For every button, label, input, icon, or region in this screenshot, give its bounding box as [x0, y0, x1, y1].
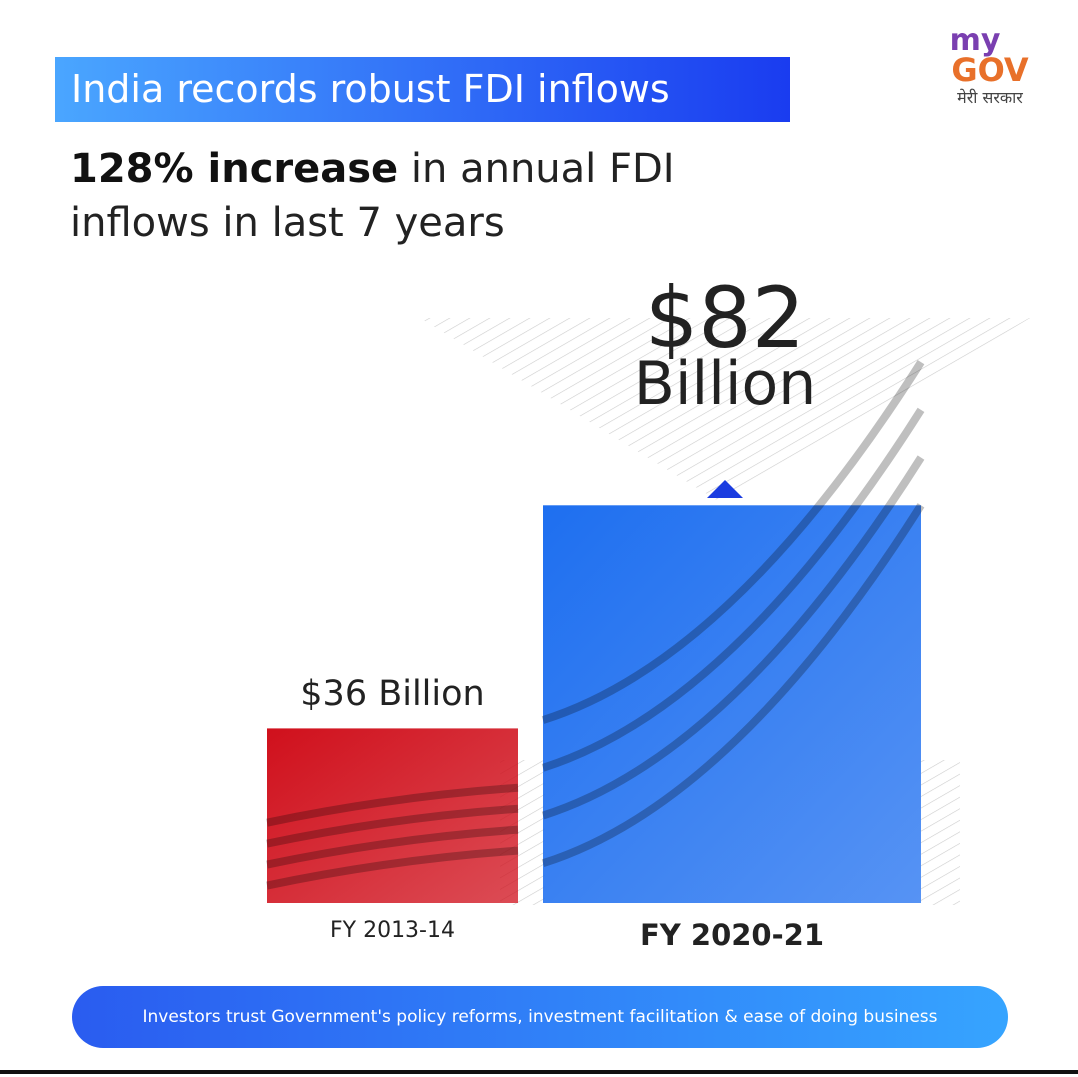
category-label: FY 2013-14 — [329, 918, 455, 943]
up-arrow — [707, 480, 743, 498]
bar-swoosh — [541, 359, 925, 724]
subtitle-bold: 128% increase — [70, 146, 399, 192]
bar — [267, 728, 518, 903]
value-label: $82 Billion — [633, 269, 817, 420]
value-label: $36 Billion — [300, 674, 485, 715]
bar-swoosh — [266, 825, 519, 869]
divider — [0, 1070, 1078, 1074]
subtitle: 128% increase in annual FDI inflows in l… — [70, 142, 770, 250]
bar-swoosh — [266, 783, 519, 827]
logo: my GOV मेरी सरकार — [930, 23, 1050, 108]
bar-swoosh — [541, 503, 925, 868]
decor-hatch — [921, 760, 960, 905]
bar-swoosh — [541, 407, 925, 772]
category-label: FY 2020-21 — [639, 918, 824, 952]
logo-main: GOV — [951, 51, 1029, 89]
logo-top: my — [949, 23, 1001, 58]
bar-swoosh — [541, 455, 925, 820]
bar — [543, 505, 921, 903]
footer: Investors trust Government's policy refo… — [72, 986, 1008, 1048]
subtitle-rest: in annual FDI inflows in last 7 years — [70, 146, 675, 246]
logo-tagline: मेरी सरकार — [957, 88, 1023, 107]
bar-swoosh — [266, 804, 519, 848]
decor-hatch — [420, 318, 1030, 505]
bar-swoosh — [266, 846, 519, 890]
title: India records robust FDI inflows — [55, 57, 790, 122]
